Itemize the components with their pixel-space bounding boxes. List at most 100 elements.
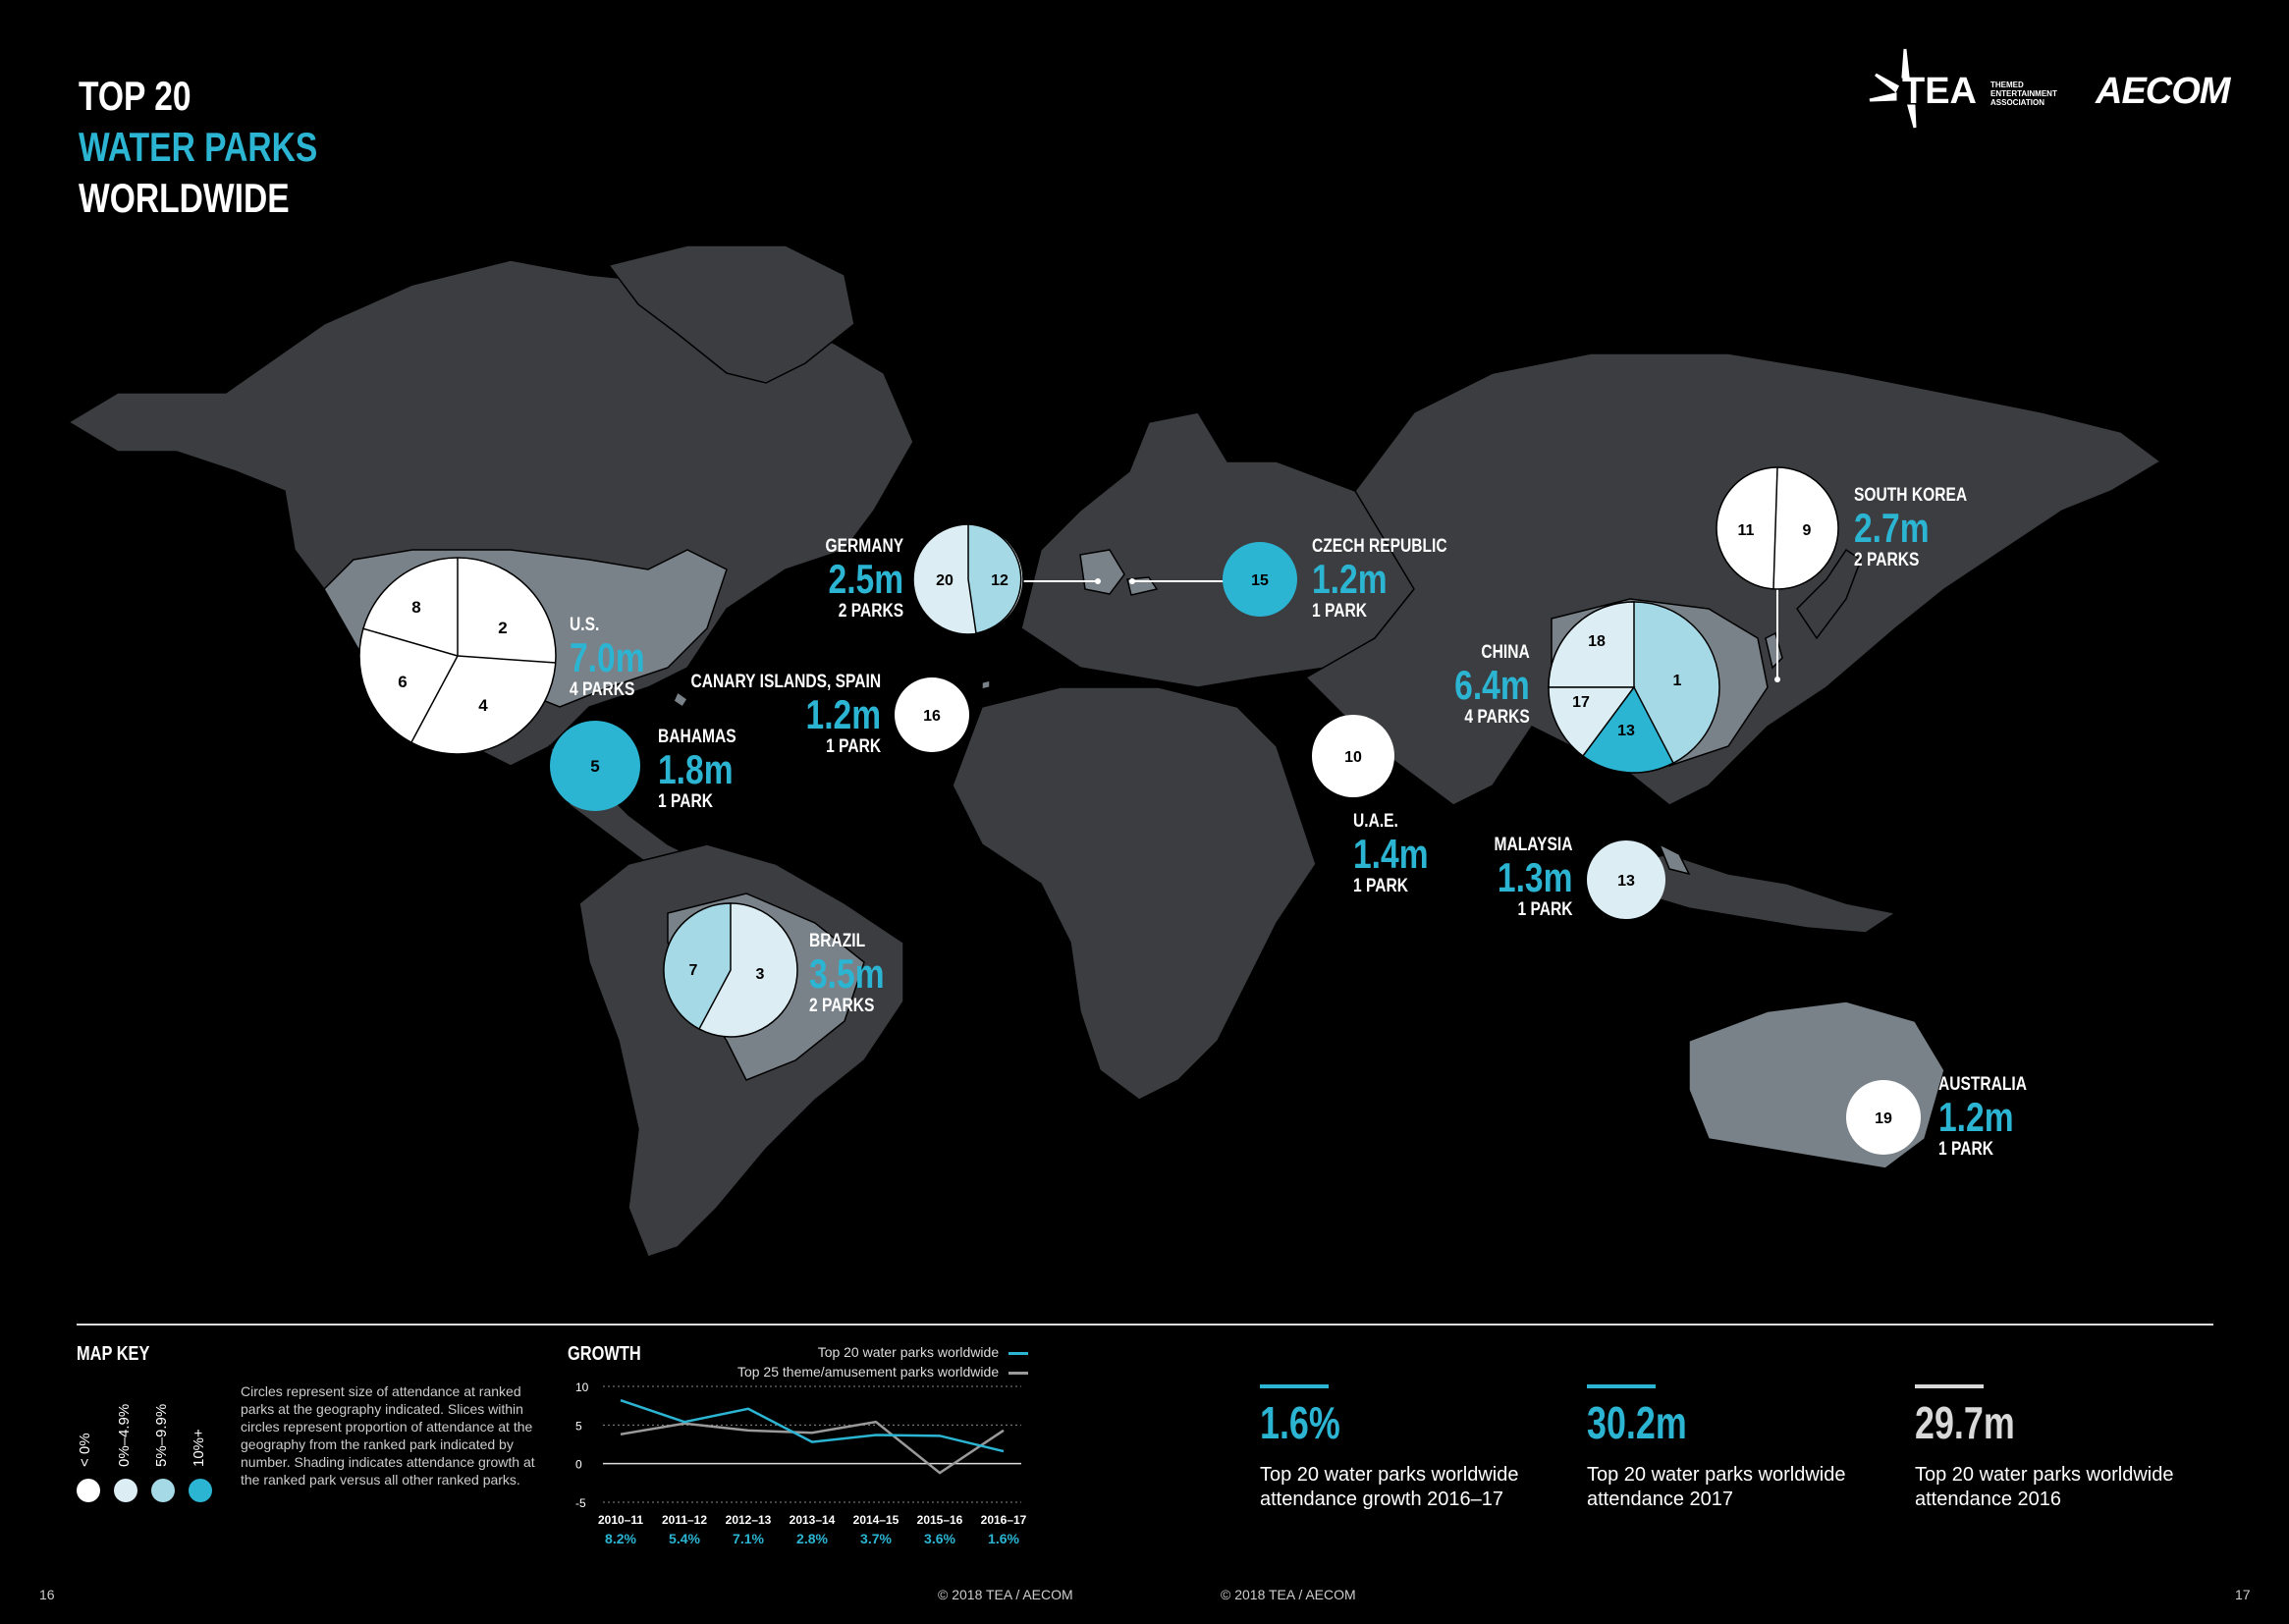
highlight-malaysia — [1658, 842, 1691, 876]
region-parks: 1 PARK — [658, 791, 713, 812]
pie-us: 2 4 6 8 — [358, 557, 557, 755]
data-label: 8.2% — [605, 1531, 636, 1546]
svg-text:19: 19 — [1875, 1110, 1892, 1127]
stat-value-1: 1.6% — [1260, 1397, 1340, 1448]
tea-sub-3: ASSOCIATION — [1990, 98, 2044, 107]
region-name: CZECH REPUBLIC — [1312, 536, 1447, 557]
region-attendance: 6.4m — [1454, 662, 1530, 708]
pie-czech: 15 — [1223, 542, 1297, 617]
x-tick-label: 2011–12 — [662, 1513, 707, 1527]
pie-china: 1 13 17 18 — [1548, 601, 1720, 774]
landmass-japan — [1796, 548, 1862, 640]
map-key-description: Circles represent size of attendance at … — [241, 1383, 535, 1488]
data-label: 1.6% — [988, 1531, 1019, 1546]
region-attendance: 1.2m — [1312, 556, 1388, 602]
region-attendance: 1.2m — [805, 691, 881, 737]
growth-title: GROWTH — [568, 1343, 641, 1365]
key-dot-negative — [77, 1479, 100, 1502]
region-name: U.A.E. — [1353, 811, 1398, 832]
svg-text:17: 17 — [1572, 694, 1590, 711]
series-line-water-parks — [620, 1398, 1005, 1453]
highlight-bahamas — [673, 690, 689, 709]
region-parks: 1 PARK — [1353, 876, 1408, 896]
series-line-theme-parks — [620, 1420, 1005, 1475]
connector-dot-korea — [1774, 677, 1780, 682]
region-parks: 4 PARKS — [1464, 707, 1530, 728]
region-name: GERMANY — [825, 536, 903, 557]
x-tick-label: 2016–17 — [981, 1513, 1027, 1527]
pie-australia: 19 — [1846, 1080, 1921, 1155]
svg-text:5: 5 — [590, 757, 599, 776]
svg-text:11: 11 — [1738, 522, 1755, 539]
key-dot-mid — [151, 1479, 175, 1502]
key-label-1: 0%–4.9% — [116, 1403, 133, 1467]
y-tick-label: -5 — [575, 1496, 586, 1510]
label-canary: CANARY ISLANDS, SPAIN 1.2m 1 PARK — [649, 672, 881, 758]
stat-desc-2: Top 20 water parks worldwide attendance … — [1587, 1464, 1846, 1510]
title-line-1: TOP 20 — [79, 73, 191, 119]
stat-bar-1 — [1260, 1384, 1329, 1388]
stat-bar-3 — [1915, 1384, 1984, 1388]
region-parks: 1 PARK — [826, 736, 881, 757]
highlight-canary — [981, 679, 991, 690]
label-malaysia: MALAYSIA 1.3m 1 PARK — [1477, 835, 1572, 921]
region-attendance: 1.4m — [1353, 831, 1429, 877]
pie-malaysia: 13 — [1587, 840, 1665, 919]
region-parks: 4 PARKS — [570, 679, 635, 700]
copyright-left: © 2018 TEA / AECOM — [938, 1587, 1073, 1602]
region-parks: 2 PARKS — [838, 601, 903, 622]
svg-text:18: 18 — [1588, 633, 1606, 650]
page-number-left: 16 — [39, 1587, 55, 1602]
legend-water-parks: Top 20 water parks worldwide — [818, 1344, 1028, 1360]
region-name: SOUTH KOREA — [1854, 485, 1968, 506]
label-china: CHINA 6.4m 4 PARKS — [1436, 642, 1530, 729]
tea-logo-subtext: THEMED ENTERTAINMENT ASSOCIATION — [1990, 81, 2057, 107]
pie-label-2: 2 — [498, 619, 507, 637]
stat-desc-1: Top 20 water parks worldwide attendance … — [1260, 1464, 1519, 1510]
label-uae: U.A.E. 1.4m 1 PARK — [1353, 811, 1447, 897]
region-parks: 2 PARKS — [1854, 550, 1920, 570]
legend-swatch-theme — [1008, 1371, 1028, 1375]
map-key-title: MAP KEY — [77, 1343, 150, 1365]
svg-text:10: 10 — [1344, 749, 1362, 766]
label-australia: AUSTRALIA 1.2m 1 PARK — [1938, 1074, 2046, 1161]
connector-dot-germany — [1095, 578, 1101, 584]
svg-text:20: 20 — [936, 572, 954, 589]
y-tick-label: 10 — [575, 1380, 589, 1394]
region-parks: 2 PARKS — [809, 996, 875, 1016]
svg-text:3: 3 — [756, 966, 765, 983]
data-label: 5.4% — [669, 1531, 700, 1546]
pie-canary: 16 — [895, 677, 969, 752]
tea-star-icon — [1869, 48, 1917, 129]
legend-swatch-water — [1008, 1351, 1028, 1355]
tea-sub-1: THEMED — [1990, 81, 2024, 89]
world-map: 2 4 6 8 5 7 3 20 12 16 15 10 — [67, 244, 2162, 1258]
pie-label-8: 8 — [411, 598, 420, 617]
x-tick-label: 2014–15 — [853, 1513, 899, 1527]
label-germany: GERMANY 2.5m 2 PARKS — [808, 536, 903, 623]
y-tick-label: 0 — [575, 1458, 582, 1472]
divider — [77, 1324, 2213, 1326]
tea-logo-text: TEA — [1902, 71, 1977, 112]
copyright-right: © 2018 TEA / AECOM — [1221, 1587, 1356, 1602]
stat-desc-3: Top 20 water parks worldwide attendance … — [1915, 1464, 2174, 1510]
key-label-0: < 0% — [77, 1433, 93, 1467]
data-label: 3.7% — [860, 1531, 892, 1546]
y-tick-label: 5 — [575, 1419, 582, 1433]
title-line-2: WATER PARKS — [79, 124, 318, 170]
landmass-africa — [952, 686, 1317, 1101]
growth-chart: 10 5 0 -5 2010–11 8.2% 2011–12 5.4% 2012–13 7.1% 2… — [575, 1380, 1027, 1546]
pie-label-6: 6 — [398, 673, 407, 691]
svg-text:13: 13 — [1617, 723, 1635, 739]
region-attendance: 1.2m — [1938, 1094, 2014, 1140]
legend-label-water: Top 20 water parks worldwide — [817, 1344, 1000, 1360]
region-name: MALAYSIA — [1494, 835, 1572, 855]
stat-bar-2 — [1587, 1384, 1656, 1388]
region-parks: 1 PARK — [1312, 601, 1367, 622]
tea-sub-2: ENTERTAINMENT — [1990, 89, 2057, 98]
key-label-2: 5%–9.9% — [153, 1403, 170, 1467]
legend-label-theme: Top 25 theme/amusement parks worldwide — [736, 1364, 1000, 1380]
region-attendance: 2.5m — [828, 556, 903, 602]
region-parks: 1 PARK — [1938, 1139, 1993, 1160]
landmass-north-america — [67, 259, 914, 767]
